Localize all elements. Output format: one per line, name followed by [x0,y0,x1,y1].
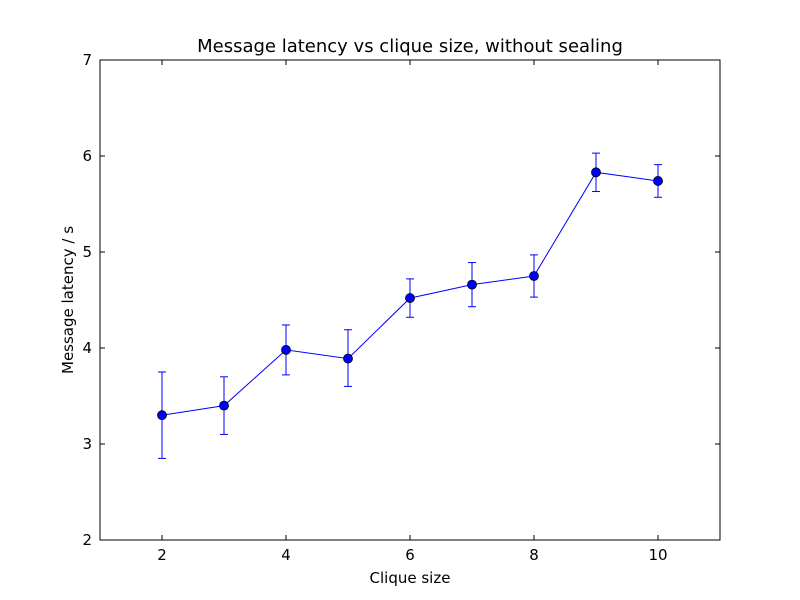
plot-frame [99,59,721,541]
chart-title: Message latency vs clique size, without … [197,36,623,57]
data-point [281,345,291,355]
data-point [343,353,353,364]
data-point [529,271,539,281]
data-point [219,400,229,411]
x-tick-label: 2 [157,546,167,564]
data-point [591,167,601,178]
y-tick-label: 2 [82,531,92,549]
data-point [405,293,415,303]
x-tick-label: 4 [281,546,291,564]
y-tick-label: 4 [82,339,92,357]
data-point [653,176,663,186]
y-tick-label: 7 [82,51,92,69]
y-axis-label: Message latency / s [59,226,77,374]
x-tick-label: 8 [529,546,539,564]
y-tick-label: 5 [82,243,92,261]
data-markers [157,167,663,421]
y-tick-label: 3 [82,435,92,453]
axis-ticks: 2 4 6 8 10 2 3 4 5 6 7 [82,51,720,564]
y-tick-label: 6 [82,147,92,165]
x-tick-label: 6 [405,546,415,564]
x-tick-label: 10 [648,546,667,564]
data-point [467,279,477,290]
x-axis-label: Clique size [370,569,451,587]
data-point [157,410,167,421]
